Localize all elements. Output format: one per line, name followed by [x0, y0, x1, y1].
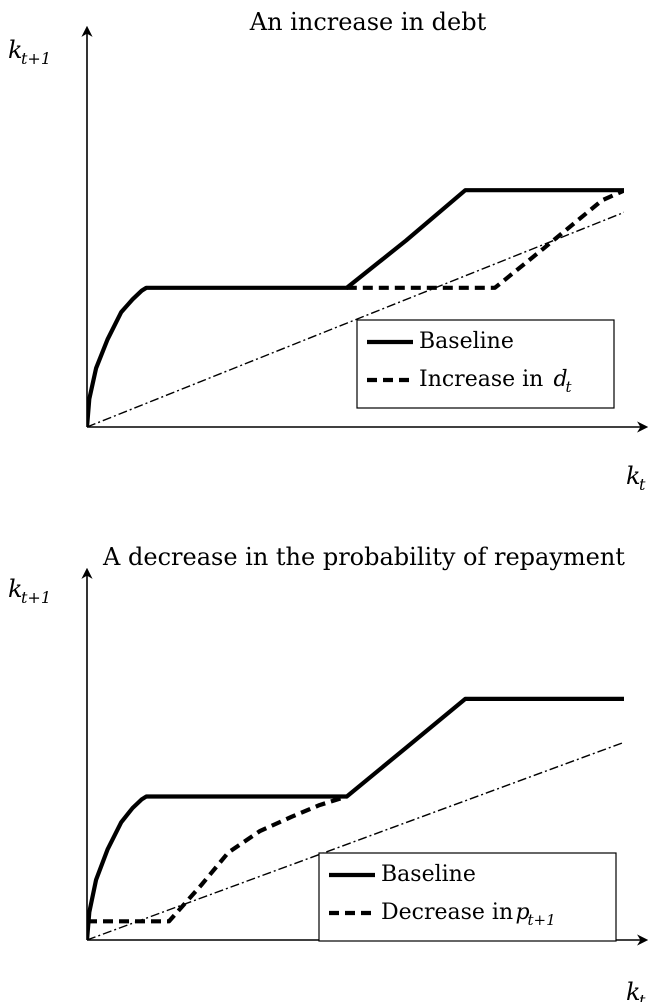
- legend-symbol-subscript-2: t+1: [528, 911, 556, 929]
- chart-title: An increase in debt: [249, 8, 487, 36]
- series-line-3: [87, 211, 624, 427]
- series-line-2: [87, 794, 348, 924]
- legend-label-1: Baseline: [381, 862, 476, 887]
- series-line-3: [87, 741, 624, 940]
- legend-box: [318, 852, 617, 942]
- series-line-2: [346, 188, 624, 290]
- legend-label-2: Decrease in: [381, 900, 513, 925]
- y-axis-label-subscript: t+1: [21, 49, 51, 68]
- chart-panel-1: An increase in debtkt+1ktBaselineIncreas…: [8, 8, 649, 494]
- chart-title: A decrease in the probability of repayme…: [102, 543, 625, 571]
- legend-box: [356, 319, 615, 409]
- y-axis-label: k: [8, 575, 23, 603]
- legend-label-1: Baseline: [419, 329, 514, 354]
- series-line-1: [87, 188, 624, 427]
- legend: Baseline Increase in dt: [356, 319, 615, 409]
- series-line-1: [87, 696, 624, 940]
- legend-symbol-subscript-2: t: [566, 378, 573, 396]
- x-axis-label: k: [626, 462, 641, 490]
- y-axis-label-subscript: t+1: [21, 588, 51, 607]
- x-axis-label-subscript: t: [639, 475, 646, 494]
- legend-label-2: Increase in: [419, 367, 543, 392]
- x-axis-label-subscript: t: [639, 991, 646, 1002]
- x-axis-label: k: [626, 978, 641, 1002]
- series-group: [87, 696, 624, 940]
- series-group: [87, 188, 624, 427]
- chart-panel-2: A decrease in the probability of repayme…: [8, 543, 649, 1002]
- legend-symbol-2: p: [516, 900, 530, 925]
- legend-symbol-2: d: [554, 367, 568, 392]
- legend: Baseline Decrease in pt+1: [318, 852, 617, 942]
- y-axis-label: k: [8, 36, 23, 64]
